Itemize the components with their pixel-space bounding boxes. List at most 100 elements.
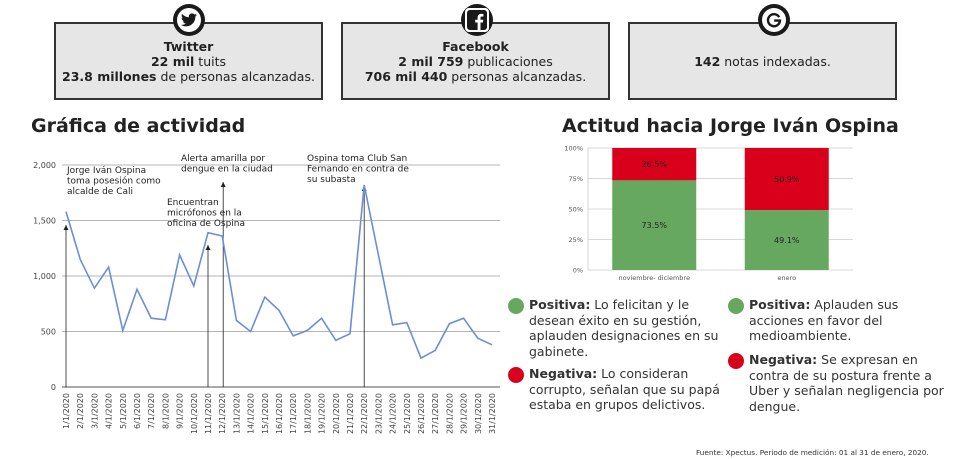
x-tick-label: 4/1/2020 [105,393,114,429]
y-tick-label: 1,000 [33,272,56,281]
facebook-f-icon [465,8,489,32]
bar-negativa [612,148,697,181]
tweets-label: tuits [194,53,227,69]
annotation-text: Encuentran [167,198,219,208]
google-card: 142 notas indexadas. [628,22,897,100]
facebook-reach: 706 mil 440 [364,68,448,84]
x-tick-label: 21/1/2020 [346,393,355,434]
x-tick-label: 14/1/2020 [247,393,256,434]
x-tick-label: 23/1/2020 [374,393,383,434]
bar-positiva [612,180,697,270]
x-tick-label: 7/1/2020 [147,393,156,429]
activity-series-line [65,184,493,360]
legend-negative-text: Se expresan en contra de su postura fren… [749,352,944,414]
source-footer: Fuente: Xpectus. Periodo de medición: 01… [696,448,929,457]
x-tick-label: 26/1/2020 [417,393,426,434]
annotation-text: Fernando en contra de [307,165,409,175]
annotation-arrow-head [205,245,211,250]
x-tick-label: 6/1/2020 [133,393,142,429]
annotation-arrow-head [63,225,69,230]
legend-positive-1: Positiva: Lo felicitan y le desean éxito… [508,297,730,359]
x-tick-label: 12/1/2020 [218,393,227,434]
x-tick-label: 22/1/2020 [360,393,369,434]
legend-positive-label: Positiva: [529,297,591,312]
legend-positive-2: Positiva: Aplauden sus acciones en favor… [728,297,950,344]
x-tick-label: 19/1/2020 [318,393,327,434]
bar-data-label: 50.9% [774,175,800,184]
x-tick-label: 15/1/2020 [261,393,270,434]
x-tick-label: 3/1/2020 [90,393,99,429]
y-tick-label: 1,500 [33,217,56,226]
x-tick-label: 28/1/2020 [445,393,454,434]
legend-negative-2: Negativa: Se expresan en contra de su po… [728,352,950,414]
facebook-title: Facebook [442,38,509,54]
legend-negative-text: Lo consideran corrupto, señalan que su p… [529,366,720,412]
y-tick-label: 75% [569,175,583,183]
x-tick-label: 18/1/2020 [303,393,312,434]
y-tick-label: 50% [569,206,583,214]
x-tick-label: 13/1/2020 [232,393,241,434]
legend-positive-dot [508,298,524,314]
x-tick-label: 20/1/2020 [332,393,341,434]
x-tick-label: 17/1/2020 [289,393,298,434]
annotation-text: su subasta [307,175,356,185]
legend-positive-text: Lo felicitan y le desean éxito en su ges… [529,297,719,359]
annotation-arrow-head [220,182,226,187]
activity-line-chart: 0 500 1,000 1,500 2,000 1/1/2020 2/1/2020 3/1/… [33,154,500,434]
bar-data-label: 26.5% [642,160,668,169]
x-tick-label: 11/1/2020 [204,393,213,434]
x-tick-label: 30/1/2020 [474,393,483,434]
x-tick-label: 8/1/2020 [161,393,170,429]
x-tick-label: 10/1/2020 [190,393,199,434]
y-tick-label: 2,000 [33,161,56,170]
y-tick-label: 100% [564,145,583,153]
legend-negative-dot [508,367,524,383]
annotation-text: toma posesión como [67,176,161,187]
google-g-icon [762,8,786,32]
posts-label: publicaciones [463,53,553,69]
x-tick-label: 1/1/2020 [62,393,71,429]
attitude-title: Actitud hacia Jorge Iván Ospina [562,115,899,137]
x-tick-label: 29/1/2020 [460,393,469,434]
posts-count: 2 mil 759 [398,53,464,69]
activity-title: Gráfica de actividad [31,115,246,137]
x-tick-label: 24/1/2020 [389,393,398,434]
x-tick-label: 5/1/2020 [119,393,128,429]
bar-positiva [744,210,829,270]
bar-negativa [744,148,829,211]
legend-negative-dot [728,353,744,369]
x-tick-label: 25/1/2020 [403,393,412,434]
annotation-text: Ospina toma Club San [307,154,407,164]
x-tick-label: 16/1/2020 [275,393,284,434]
y-tick-label: 0% [573,267,583,275]
x-tick-label: 9/1/2020 [176,393,185,429]
annotation-text: oficina de Ospina [167,219,245,229]
x-tick-label: 2/1/2020 [76,393,85,429]
bar-data-label: 73.5% [642,221,668,230]
x-tick-label: 31/1/2020 [488,393,497,434]
twitter-reach: 23.8 millones [62,68,157,84]
bar-data-label: 49.1% [774,236,800,245]
y-tick-label: 0 [51,383,56,392]
google-badge [758,4,790,36]
legend-negative-label: Negativa: [529,366,598,381]
x-tick-label: 27/1/2020 [431,393,440,434]
annotation-text: alcalde de Cali [67,187,133,197]
twitter-bird-icon [177,8,201,32]
x-category-label: enero [777,274,796,280]
annotation-text: micrófonos en la [167,208,242,219]
annotation-text: Alerta amarilla por [181,154,265,164]
news-label: notas indexadas. [720,53,831,69]
attitude-stacked-bar-chart: 0% 25% 50% 75% 100% 73.5% 26.5% 49.1% 50.9% nov… [564,145,853,280]
tweets-count: 22 mil [150,53,195,69]
annotation-text: dengue en la ciudad [181,165,273,175]
legend-positive-text: Aplauden sus acciones en favor del medio… [749,297,899,343]
twitter-title: Twitter [163,38,214,54]
annotation-text: Jorge Iván Ospina [66,166,146,176]
twitter-badge [173,4,205,36]
facebook-reach-label: personas alcanzadas. [447,68,587,84]
